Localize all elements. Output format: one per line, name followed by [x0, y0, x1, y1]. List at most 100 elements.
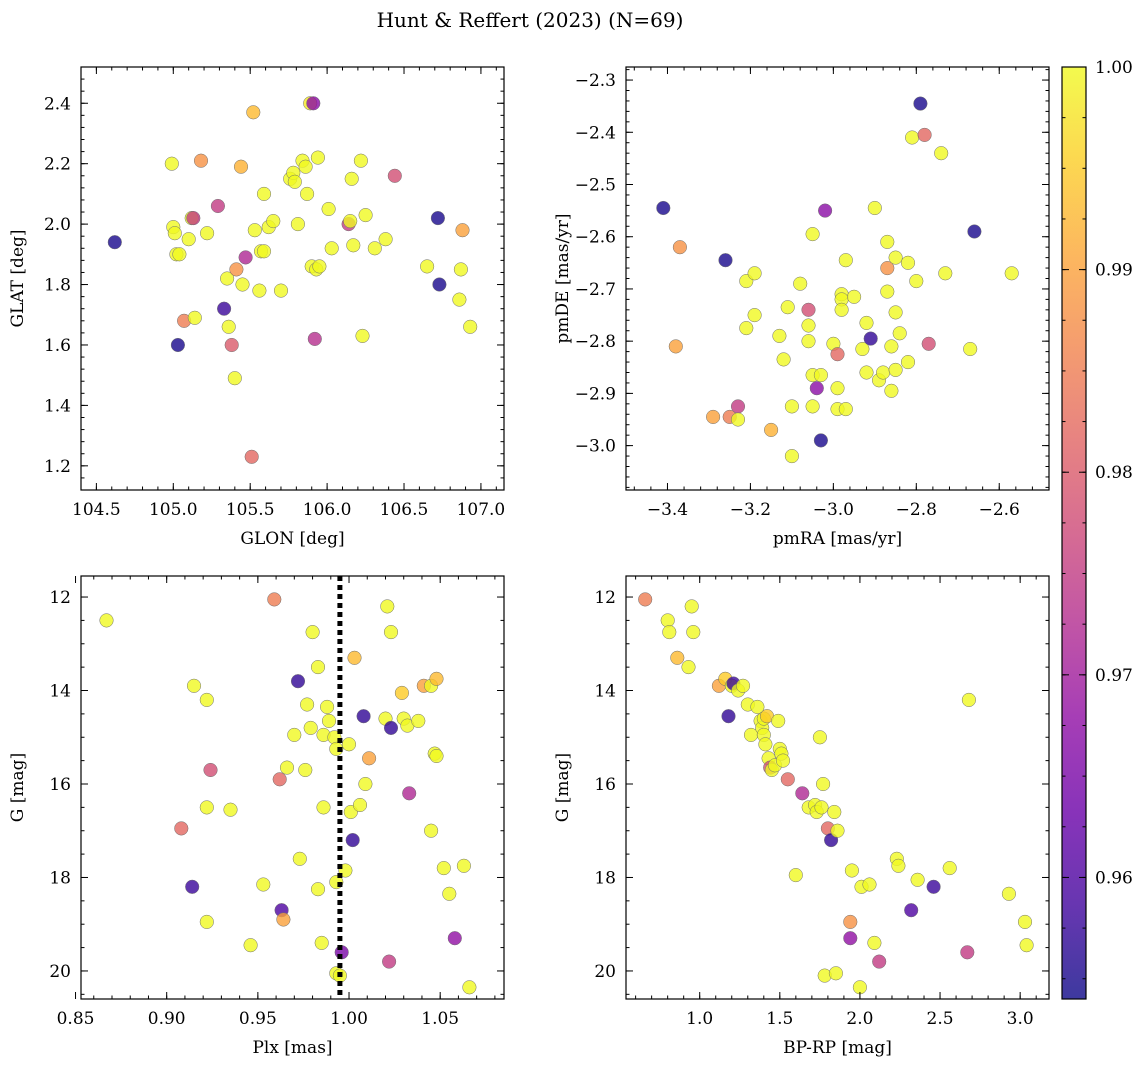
- scatter-point: [813, 433, 828, 448]
- scatter-point: [247, 223, 262, 238]
- x-tick-label: 107.0: [457, 500, 506, 520]
- x-tick-label: 3.0: [1007, 1009, 1034, 1029]
- x-tick-label: 0.85: [57, 1009, 95, 1029]
- scatter-point: [252, 283, 267, 298]
- scatter-point: [904, 903, 919, 918]
- scatter-point: [758, 737, 773, 752]
- scatter-point: [387, 168, 402, 183]
- scatter-point: [684, 599, 699, 614]
- scatter-point: [217, 301, 232, 316]
- scatter-point: [771, 713, 786, 728]
- scatter-point: [834, 302, 849, 317]
- scatter-point: [1017, 914, 1033, 929]
- scatter-point: [891, 858, 906, 873]
- scatter-point: [256, 186, 272, 201]
- scatter-point: [314, 935, 329, 950]
- scatter-point: [378, 232, 393, 247]
- scatter-point: [921, 336, 936, 351]
- scatter-point: [780, 300, 795, 315]
- scatter-point: [380, 599, 395, 614]
- scatter-point: [238, 250, 253, 265]
- scatter-point: [672, 240, 687, 255]
- y-tick-label: −2.6: [575, 228, 616, 248]
- x-tick-label: −3.0: [813, 500, 854, 520]
- scatter-point: [809, 381, 824, 396]
- x-tick-label: −2.8: [896, 500, 937, 520]
- scatter-point: [960, 945, 975, 960]
- scatter-point: [668, 339, 683, 354]
- scatter-point: [187, 310, 202, 325]
- scatter-point: [305, 625, 320, 640]
- scatter-points: [107, 96, 478, 464]
- scatter-point: [917, 127, 932, 142]
- scatter-point: [452, 292, 467, 307]
- scatter-point: [772, 328, 787, 343]
- scatter-point: [859, 315, 874, 330]
- scatter-point: [784, 399, 799, 414]
- scatter-point: [287, 174, 302, 189]
- scatter-point: [801, 302, 816, 317]
- scatter-point: [298, 762, 313, 778]
- scatter-point: [462, 980, 477, 995]
- y-tick-label: 2.4: [44, 94, 71, 114]
- scatter-point: [310, 660, 326, 675]
- scatter-point: [888, 305, 903, 320]
- x-tick-label: 104.5: [72, 500, 121, 520]
- scatter-point: [199, 914, 214, 929]
- x-tick-label: 1.0: [686, 1009, 713, 1029]
- scatter-point: [876, 365, 891, 380]
- scatter-point: [880, 234, 895, 249]
- figure-title: Hunt & Reffert (2023) (N=69): [377, 8, 684, 32]
- scatter-point: [775, 753, 791, 768]
- scatter-point: [735, 678, 751, 693]
- scatter-point: [307, 331, 322, 346]
- scatter-point: [344, 171, 359, 186]
- y-tick-label: −2.4: [575, 123, 616, 143]
- y-axis-label: GLAT [deg]: [8, 229, 28, 327]
- scatter-point: [256, 877, 271, 892]
- scatter-point: [220, 271, 235, 286]
- y-tick-label: 20: [49, 962, 71, 982]
- colorbar: 0.96 0.97 0.98 0.99 1.00: [1061, 58, 1133, 1000]
- y-axis-label: G [mag]: [553, 753, 573, 822]
- scatter-point: [199, 692, 214, 707]
- scatter-point: [934, 146, 949, 161]
- scatter-point: [324, 241, 339, 256]
- scatter-point: [859, 365, 874, 380]
- scatter-point: [892, 326, 907, 341]
- panel-2: −3.4 −3.2 −3.0 −2.8 −2.6 −3.0 −2.9 −2.8 −2.7 −2.6…: [553, 66, 1050, 549]
- scatter-point: [287, 727, 302, 742]
- scatter-point: [436, 861, 451, 876]
- scatter-point: [818, 203, 833, 218]
- scatter-point: [872, 954, 887, 969]
- scatter-point: [432, 277, 447, 292]
- scatter-point: [430, 211, 445, 226]
- scatter-point: [447, 931, 462, 946]
- scatter-point: [172, 247, 187, 262]
- scatter-point: [455, 223, 470, 238]
- y-tick-label: −2.7: [575, 280, 616, 300]
- scatter-point: [963, 341, 978, 357]
- scatter-point: [888, 362, 903, 377]
- x-axis-label: BP-RP [mag]: [783, 1038, 892, 1058]
- y-tick-label: −3.0: [575, 437, 616, 457]
- scatter-point: [730, 412, 746, 427]
- scatter-point: [424, 823, 439, 838]
- scatter-point: [279, 760, 295, 775]
- scatter-point: [830, 347, 845, 362]
- scatter-point: [830, 823, 845, 838]
- scatter-point: [267, 592, 282, 607]
- x-tick-label: 1.05: [421, 1009, 459, 1029]
- scatter-point: [352, 797, 368, 813]
- x-tick-label: 2.0: [846, 1009, 873, 1029]
- scatter-point: [830, 381, 845, 396]
- y-tick-label: −2.5: [575, 176, 616, 196]
- y-tick-label: −2.8: [575, 332, 616, 352]
- scatter-point: [638, 592, 653, 607]
- scatter-point: [203, 762, 218, 778]
- scatter-point: [718, 253, 733, 268]
- scatter-point: [900, 355, 916, 370]
- scatter-point: [656, 200, 671, 216]
- scatter-point: [764, 422, 779, 437]
- scatter-point: [420, 259, 435, 274]
